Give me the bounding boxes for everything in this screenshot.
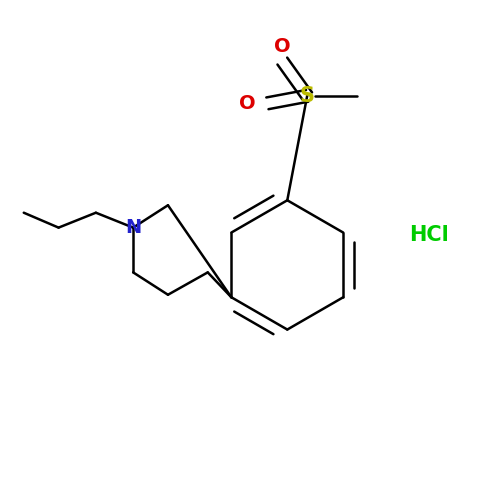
Text: HCl: HCl [409,225,449,245]
Text: N: N [125,218,142,237]
Text: O: O [274,36,290,56]
Text: S: S [300,86,314,106]
Text: O: O [239,94,256,113]
